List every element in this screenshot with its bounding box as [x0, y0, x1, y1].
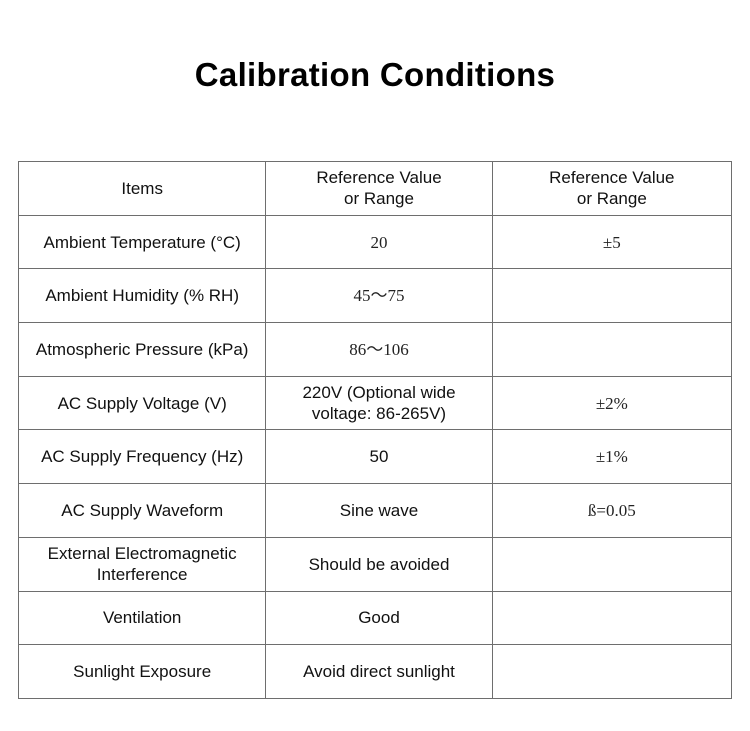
row-item: Ventilation [17, 590, 267, 646]
header-reference-value: Reference Value or Range [265, 161, 493, 216]
row-reference: Sine wave [265, 483, 493, 538]
header-tolerance: Reference Value or Range [491, 161, 733, 216]
row-tolerance [491, 322, 733, 377]
row-reference: 20 [265, 214, 493, 270]
row-tolerance: ±2% [491, 375, 733, 431]
table-row: Sunlight Exposure Avoid direct sunlight [17, 644, 733, 699]
table-row: AC Supply Voltage (V) 220V (Optional wid… [17, 375, 733, 431]
table-row: Ventilation Good [17, 590, 733, 646]
row-item: Atmospheric Pressure (kPa) [17, 322, 267, 377]
row-reference: 86～106 [265, 322, 493, 377]
row-item: Sunlight Exposure [17, 644, 267, 699]
row-reference: Avoid direct sunlight [265, 644, 493, 699]
table-row: Ambient Temperature (°C) 20 ±5 [17, 214, 733, 270]
row-tolerance [491, 536, 733, 592]
row-item: Ambient Humidity (% RH) [17, 268, 267, 324]
row-reference: Good [265, 590, 493, 646]
row-item: AC Supply Waveform [17, 483, 267, 538]
row-tolerance: ±1% [491, 429, 733, 485]
row-tolerance [491, 590, 733, 646]
row-item: Ambient Temperature (°C) [17, 214, 267, 270]
row-item: AC Supply Voltage (V) [17, 375, 267, 431]
row-reference: 45～75 [265, 268, 493, 324]
row-reference: 220V (Optional wide voltage: 86-265V) [265, 375, 493, 431]
calibration-table: Items Reference Value or Range Reference… [17, 161, 733, 699]
table-row: External Electromagnetic Interference Sh… [17, 536, 733, 592]
table-row: Atmospheric Pressure (kPa) 86～106 [17, 322, 733, 377]
row-tolerance: ß=0.05 [491, 483, 733, 538]
row-reference: Should be avoided [265, 536, 493, 592]
row-item: AC Supply Frequency (Hz) [17, 429, 267, 485]
row-tolerance [491, 644, 733, 699]
row-tolerance [491, 268, 733, 324]
page-title: Calibration Conditions [194, 56, 556, 93]
header-items: Items [17, 161, 267, 216]
row-item: External Electromagnetic Interference [17, 536, 267, 592]
row-reference: 50 [265, 429, 493, 485]
table-header-row: Items Reference Value or Range Reference… [17, 161, 733, 216]
table-row: AC Supply Waveform Sine wave ß=0.05 [17, 483, 733, 538]
row-tolerance: ±5 [491, 214, 733, 270]
table-row: AC Supply Frequency (Hz) 50 ±1% [17, 429, 733, 485]
table-row: Ambient Humidity (% RH) 45～75 [17, 268, 733, 324]
